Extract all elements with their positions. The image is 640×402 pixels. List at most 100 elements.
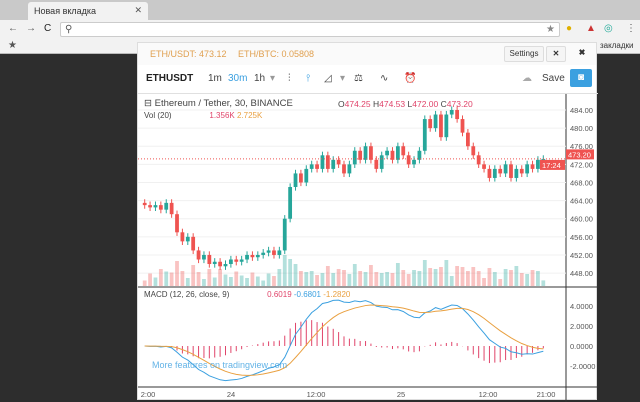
star-icon[interactable]: ★	[546, 24, 555, 35]
volume-bar	[309, 271, 314, 286]
volume-bar	[352, 264, 357, 286]
chart-svg[interactable]: 484.00 480.00 476.00 472.00 468.00 464.00 460.…	[138, 94, 598, 402]
volume-bar	[228, 277, 233, 286]
star-icon[interactable]: ★	[8, 40, 17, 51]
close-tab-icon[interactable]: ✕	[134, 5, 142, 15]
save-button[interactable]: Save	[542, 73, 565, 84]
candle-type-icon[interactable]: ⫶	[288, 73, 291, 84]
cloud-icon: ☁	[522, 73, 532, 84]
interval-1h[interactable]: 1h	[254, 73, 266, 84]
compare-icon[interactable]: ⫯	[306, 73, 311, 84]
candle-body	[245, 254, 249, 260]
address-input[interactable]: ⚲ ★	[60, 22, 560, 37]
volume-bar	[175, 261, 179, 286]
volume-bar	[433, 269, 438, 286]
candle-body	[487, 168, 492, 178]
candle-body	[536, 159, 540, 169]
candle-body	[282, 218, 287, 251]
volume-bar	[250, 272, 255, 286]
bookmarks-label[interactable]: закладки	[600, 41, 634, 50]
volume-bar	[196, 272, 201, 286]
chevron-down-icon[interactable]: ▾	[270, 73, 276, 84]
forward-icon[interactable]: →	[26, 23, 36, 34]
time-tick: 24	[227, 390, 235, 399]
volume-bar	[185, 278, 190, 286]
settings-button[interactable]: Settings	[504, 46, 544, 62]
time-tick: 25	[397, 390, 405, 399]
time-tick: 2:00	[141, 390, 156, 399]
candle-body	[320, 155, 325, 169]
chart-area[interactable]: 484.00 480.00 476.00 472.00 468.00 464.00 460.…	[138, 93, 598, 402]
candle-body	[153, 205, 158, 208]
candle-body	[142, 202, 147, 206]
candle-body	[514, 168, 519, 178]
macd-legend: MACD (12, 26, close, 9) 0.6019 -0.6801 -…	[144, 290, 351, 299]
volume-bar	[331, 273, 336, 286]
volume-bar	[449, 276, 454, 286]
volume-bar	[519, 273, 524, 286]
macd-tick: 4.0000	[570, 302, 593, 311]
candle-body	[266, 250, 271, 253]
eth-btc-ticker[interactable]: ETH/BTC: 0.05808	[238, 49, 315, 59]
eth-usdt-ticker[interactable]: ETH/USDT: 473.12	[150, 49, 227, 59]
volume-legend: Vol (20) 1.356K 2.725K	[144, 111, 263, 120]
candle-body	[272, 250, 276, 255]
volume-bar	[369, 265, 373, 286]
tradingview-link[interactable]: More features on tradingview.com	[152, 360, 288, 370]
close-x-button[interactable]: ✕	[546, 46, 566, 62]
extension-tv-icon[interactable]: ▲	[586, 23, 596, 34]
volume-bar	[439, 267, 443, 286]
close-icon[interactable]: ✖	[578, 48, 586, 57]
indicators-icon[interactable]: ◿	[324, 73, 332, 84]
alarm-icon[interactable]: ⏰	[404, 73, 417, 84]
extension-sync-icon[interactable]: ◎	[604, 23, 613, 34]
candle-body	[519, 168, 524, 174]
volume-bar	[299, 271, 303, 286]
candle-body	[509, 164, 513, 178]
candle-body	[223, 264, 228, 267]
candle-body	[369, 146, 373, 160]
candle-body	[164, 202, 169, 210]
macd-tick: 2.0000	[570, 322, 593, 331]
volume-bar	[466, 271, 470, 286]
candle-body	[541, 158, 546, 160]
candle-body	[342, 164, 346, 174]
volume-bar	[218, 269, 222, 286]
candle-body	[374, 159, 379, 169]
line-icon[interactable]: ∿	[380, 73, 389, 84]
volume-bar	[191, 265, 196, 286]
volume-bar	[530, 270, 535, 286]
browser-tab[interactable]: Новая вкладка ✕	[28, 2, 148, 20]
volume-bar	[158, 269, 163, 286]
reload-icon[interactable]: C	[44, 23, 52, 34]
candle-body	[325, 155, 330, 169]
back-icon[interactable]: ←	[8, 23, 18, 34]
candle-body	[422, 119, 427, 151]
volume-bar	[148, 273, 152, 286]
interval-30m[interactable]: 30m	[228, 73, 248, 84]
candle-body	[212, 261, 217, 265]
volume-bar	[358, 271, 363, 286]
price-tick: 476.00	[570, 142, 593, 151]
symbol-label[interactable]: ETHUSDT	[146, 73, 194, 84]
candle-body	[428, 119, 433, 129]
candle-body	[309, 164, 314, 169]
volume-bar	[492, 272, 497, 286]
candle-body	[299, 173, 303, 183]
extension-icon[interactable]: ●	[566, 23, 573, 34]
candle-body	[406, 155, 411, 165]
tab-bar: Новая вкладка ✕	[0, 0, 640, 20]
volume-bar	[304, 272, 309, 286]
drawing-icon[interactable]: ⚖	[354, 73, 363, 84]
volume-bar	[347, 274, 352, 286]
menu-icon[interactable]: ⋮	[626, 23, 636, 34]
interval-1m[interactable]: 1m	[208, 73, 222, 84]
volume-bar	[444, 260, 449, 286]
camera-icon[interactable]: ◙	[570, 69, 592, 87]
collapse-icon[interactable]: ⊟	[144, 98, 155, 109]
volume-bar	[245, 278, 249, 286]
tab-title: Новая вкладка	[34, 6, 97, 16]
chevron-down-icon[interactable]: ▾	[340, 73, 346, 84]
price-tick: 480.00	[570, 124, 593, 133]
volume-bar	[525, 274, 530, 286]
